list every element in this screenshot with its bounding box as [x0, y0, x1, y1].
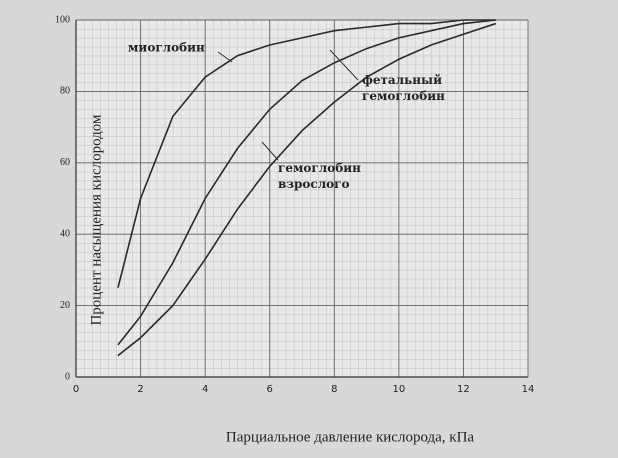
y-tick-label: 40 [60, 228, 70, 239]
pointer [329, 49, 359, 81]
pointer [261, 141, 279, 161]
annotation: миоглобин [128, 41, 205, 55]
y-tick-label: 60 [60, 157, 70, 168]
y-axis-label: Процент насыщения кислородом [88, 114, 104, 326]
curve [117, 22, 496, 357]
x-tick-label: 6 [267, 384, 273, 395]
curve [117, 19, 496, 346]
y-tick-label: 100 [55, 14, 70, 25]
curves [117, 19, 496, 357]
annotation: гемоглобин взрослого [278, 161, 365, 191]
y-tick-label: 0 [65, 371, 70, 382]
x-tick-label: 14 [522, 384, 535, 395]
x-tick-label: 10 [392, 384, 405, 395]
y-tick-label: 20 [60, 300, 70, 311]
curve [117, 19, 496, 288]
x-tick-label: 8 [331, 384, 337, 395]
y-tick-label: 80 [60, 86, 70, 97]
annotation: фетальный гемоглобин [362, 73, 446, 103]
pointer [217, 51, 233, 63]
x-tick-label: 12 [457, 384, 470, 395]
x-axis-label: Парциальное давление кислорода, кПа [226, 429, 474, 445]
fine-grid [76, 20, 528, 377]
x-tick-label: 2 [137, 384, 143, 395]
x-tick-label: 4 [202, 384, 208, 395]
x-tick-label: 0 [73, 384, 79, 395]
